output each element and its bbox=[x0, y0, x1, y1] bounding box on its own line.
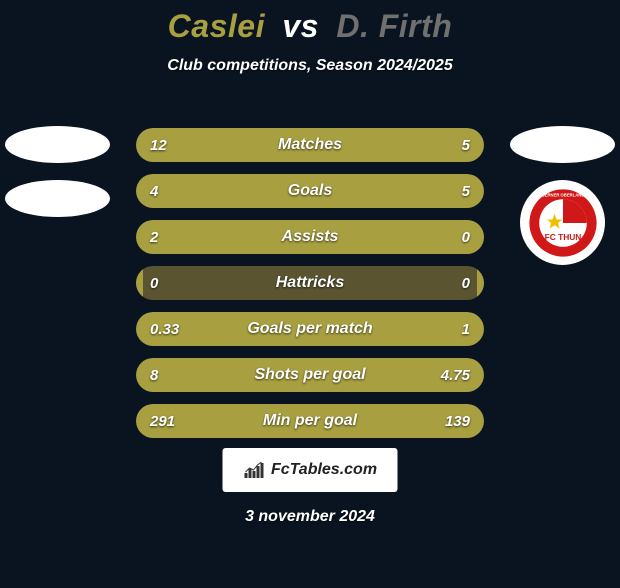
stat-left-fill bbox=[136, 128, 380, 162]
stat-row: 0.331Goals per match bbox=[136, 312, 484, 346]
watermark: FcTables.com bbox=[223, 448, 398, 492]
stat-value-left: 0 bbox=[150, 266, 158, 300]
player2-name: D. Firth bbox=[336, 8, 452, 44]
vs-label: vs bbox=[282, 8, 319, 44]
stat-row: 125Matches bbox=[136, 128, 484, 162]
stat-right-fill bbox=[477, 220, 484, 254]
svg-text:FC THUN: FC THUN bbox=[544, 231, 581, 241]
player1-club-placeholder bbox=[5, 180, 110, 217]
stat-right-fill bbox=[373, 404, 484, 438]
stat-right-fill bbox=[223, 312, 484, 346]
stat-left-fill bbox=[136, 358, 355, 392]
subtitle: Club competitions, Season 2024/2025 bbox=[0, 57, 620, 75]
stat-right-fill bbox=[355, 358, 484, 392]
player2-club-logo: BERNER OBERLAND FC THUN 1898 bbox=[520, 180, 605, 265]
stat-label: Hattricks bbox=[136, 266, 484, 300]
right-avatars: BERNER OBERLAND FC THUN 1898 bbox=[510, 126, 615, 265]
date-label: 3 november 2024 bbox=[0, 508, 620, 526]
stat-row: 0 0Hattricks bbox=[136, 266, 484, 300]
fctables-logo-icon bbox=[243, 461, 267, 479]
stat-row: 45Goals bbox=[136, 174, 484, 208]
svg-text:1898: 1898 bbox=[573, 224, 583, 229]
stat-row: 291139Min per goal bbox=[136, 404, 484, 438]
player1-name: Caslei bbox=[168, 8, 265, 44]
player1-avatar-placeholder bbox=[5, 126, 110, 163]
stat-value-right: 0 bbox=[462, 266, 470, 300]
stat-row: 84.75Shots per goal bbox=[136, 358, 484, 392]
stat-left-fill bbox=[136, 266, 143, 300]
player2-avatar-placeholder bbox=[510, 126, 615, 163]
stat-left-fill bbox=[136, 312, 223, 346]
stat-left-fill bbox=[136, 220, 477, 254]
stat-left-fill bbox=[136, 174, 289, 208]
comparison-title: Caslei vs D. Firth bbox=[0, 8, 620, 45]
stat-left-fill bbox=[136, 404, 373, 438]
stat-right-fill bbox=[380, 128, 484, 162]
fc-thun-logo-icon: BERNER OBERLAND FC THUN 1898 bbox=[528, 188, 598, 258]
stat-right-fill bbox=[477, 266, 484, 300]
left-avatars bbox=[5, 126, 110, 234]
stat-row: 20Assists bbox=[136, 220, 484, 254]
stat-right-fill bbox=[289, 174, 484, 208]
infographic-root: Caslei vs D. Firth Club competitions, Se… bbox=[0, 8, 620, 588]
stats-bars: 125Matches 45Goals 20Assists 0 0Hattricks 0.3… bbox=[136, 128, 484, 450]
watermark-text: FcTables.com bbox=[271, 461, 377, 479]
svg-text:BERNER OBERLAND: BERNER OBERLAND bbox=[541, 192, 584, 197]
